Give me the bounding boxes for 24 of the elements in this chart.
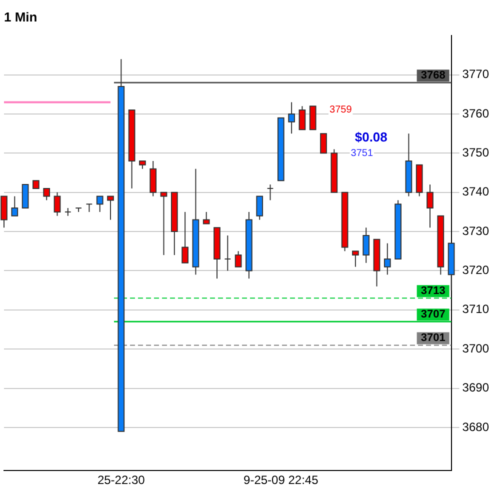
annotation: $0.08 xyxy=(354,129,388,144)
y-tick-label: 3740 xyxy=(462,184,490,199)
y-tick-label: 3680 xyxy=(462,420,490,434)
candlestick xyxy=(224,234,232,272)
y-tick-label: 3760 xyxy=(462,106,490,120)
ref-line-label: 3707 xyxy=(420,308,446,321)
chart-title: 1 Min xyxy=(4,9,38,24)
ref-line-label: 3701 xyxy=(420,332,446,344)
x-tick-label: 25-22:30 xyxy=(97,473,146,488)
y-tick-label: 3710 xyxy=(462,302,490,316)
y-tick-label: 3750 xyxy=(462,145,490,160)
annotation: 3751 xyxy=(350,148,374,159)
x-tick-label: 9-25-09 22:45 xyxy=(244,473,319,488)
ref-line-label: 3768 xyxy=(420,70,446,82)
y-tick-label: 3700 xyxy=(462,341,490,356)
y-tick-label: 3720 xyxy=(462,263,490,278)
candlestick xyxy=(266,184,274,201)
y-tick-label: 3730 xyxy=(462,224,490,238)
annotation: 3759 xyxy=(330,104,352,116)
candlestick xyxy=(64,208,72,216)
y-tick-label: 3690 xyxy=(462,380,490,395)
ref-line-label: 3713 xyxy=(420,285,446,298)
candlestick xyxy=(86,204,93,212)
y-tick-label: 3770 xyxy=(462,67,490,82)
